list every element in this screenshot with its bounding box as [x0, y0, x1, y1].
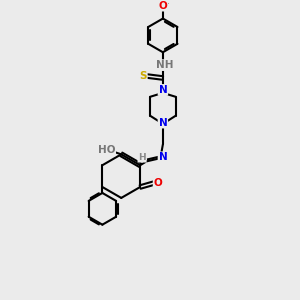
- Text: S: S: [139, 71, 147, 81]
- Text: N: N: [158, 85, 167, 95]
- Text: HO: HO: [98, 146, 115, 155]
- Text: N: N: [158, 118, 167, 128]
- Text: NH: NH: [156, 60, 174, 70]
- Text: O: O: [158, 1, 167, 11]
- Text: O: O: [154, 178, 162, 188]
- Text: N: N: [158, 152, 167, 162]
- Text: H: H: [138, 153, 146, 162]
